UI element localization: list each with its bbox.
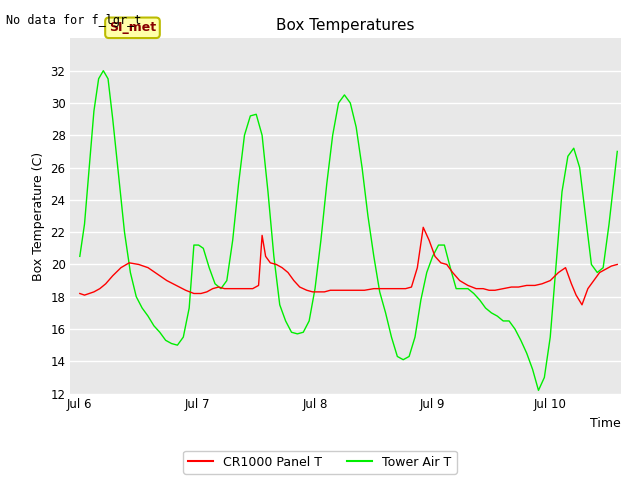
Legend: CR1000 Panel T, Tower Air T: CR1000 Panel T, Tower Air T [184,451,456,474]
Y-axis label: Box Temperature (C): Box Temperature (C) [32,151,45,281]
Text: No data for f_lgr_t: No data for f_lgr_t [6,14,142,27]
X-axis label: Time: Time [590,417,621,430]
Text: SI_met: SI_met [109,21,156,34]
Title: Box Temperatures: Box Temperatures [276,18,415,33]
